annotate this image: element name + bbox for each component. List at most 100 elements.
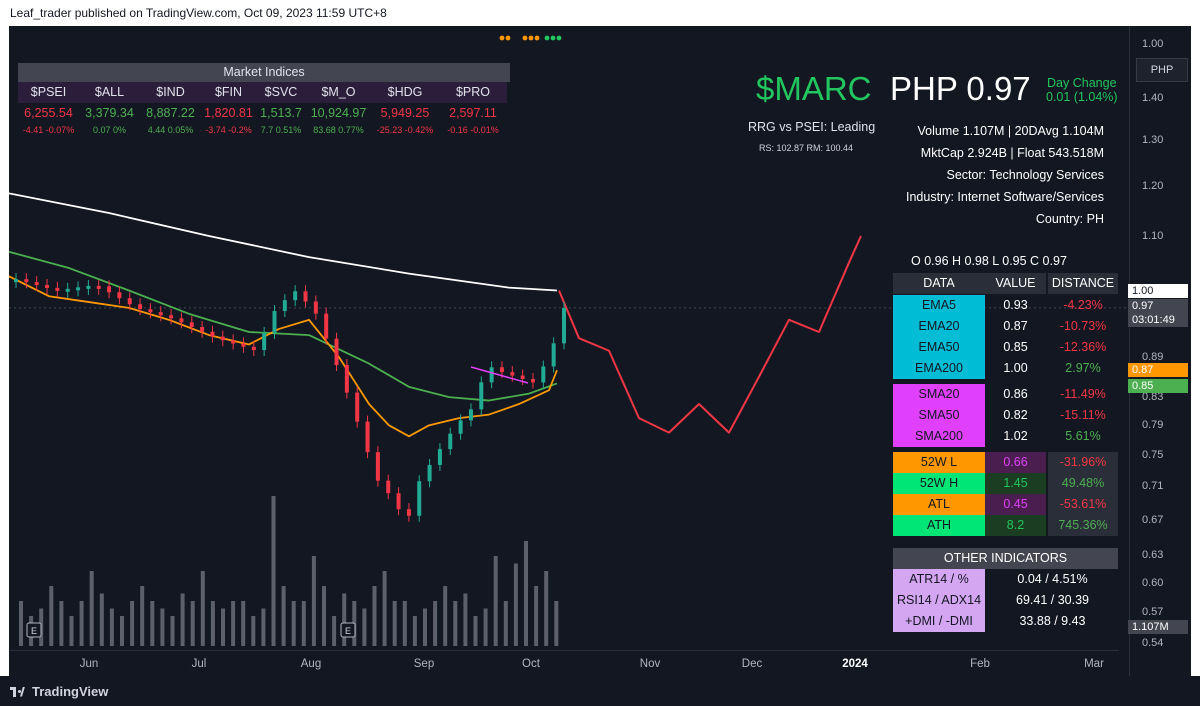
series-line-ema200 — [9, 192, 558, 292]
price-tick-label: 0.83 — [1142, 391, 1164, 404]
candle — [189, 322, 194, 328]
candle — [169, 315, 174, 319]
candle — [520, 375, 525, 379]
row-distance: -4.23% — [1063, 298, 1103, 312]
volume-bar — [311, 556, 316, 646]
volume-bar — [453, 601, 458, 646]
volume-bar — [49, 586, 54, 646]
index-change: -0.16 -0.01% — [447, 125, 499, 135]
candle — [107, 286, 112, 293]
volume-bar — [503, 601, 508, 646]
row-distance: -31.96% — [1048, 452, 1118, 473]
volume-bar — [301, 601, 306, 646]
row-distance: 2.97% — [1065, 361, 1101, 375]
volume-bar — [544, 571, 549, 646]
tradingview-logo[interactable]: TradingView — [10, 684, 108, 699]
time-tick-label: Sep — [413, 658, 435, 670]
earnings-marker-label: E — [345, 626, 351, 636]
row-distance: -11.49% — [1060, 387, 1106, 401]
volume-bar — [170, 616, 175, 646]
row-value: 1.45 — [985, 473, 1046, 494]
candle — [386, 480, 391, 494]
time-tick-label: Dec — [741, 658, 763, 670]
rs-rm-values: RS: 102.87 RM: 100.44 — [759, 143, 854, 153]
series-line-ema20 — [9, 275, 558, 438]
volume-bar — [190, 601, 195, 646]
currency-label[interactable]: PHP — [1136, 58, 1188, 82]
price-tick-label: 0.67 — [1142, 513, 1164, 526]
time-tick-label: Feb — [970, 658, 990, 670]
countdown-timer: 03:01:49 — [1132, 314, 1175, 326]
row-label: SMA50 — [893, 405, 985, 426]
price-axis[interactable]: PHP 1.00 1.40 1.30 1.20 1.10 0.89 0.83 0.79 0.75… — [1129, 26, 1191, 676]
index-change: -25.23 -0.42% — [376, 125, 434, 135]
other-indicators-title: OTHER INDICATORS — [893, 548, 1118, 569]
row-value: 0.66 — [985, 452, 1046, 473]
candle — [14, 279, 18, 283]
candle — [158, 312, 163, 316]
indicator-value: 0.04 / 4.51% — [1017, 572, 1088, 586]
volume-bar — [261, 608, 266, 646]
time-tick-label: Jul — [191, 658, 207, 670]
indicator-value: 33.88 / 9.43 — [1019, 614, 1086, 628]
price-tick-label: 1.20 — [1142, 180, 1164, 193]
candle — [541, 366, 546, 383]
time-tick-label: Mar — [1084, 658, 1104, 670]
indicator-row: ATR14 / % 0.04 / 4.51% — [893, 569, 1118, 590]
volume-bar — [120, 616, 124, 646]
row-value: 0.87 — [1003, 319, 1028, 333]
price-tick-label: 0.60 — [1142, 576, 1164, 589]
table-row: EMA50 0.85 -12.36% — [893, 337, 1118, 358]
index-change: 7.7 0.51% — [260, 125, 302, 135]
row-label: ATL — [893, 494, 985, 515]
candle — [200, 327, 205, 332]
time-axis[interactable]: Jun Jul Aug Sep Oct Nov Dec 2024 Feb Mar — [9, 650, 1119, 676]
volume-bar — [140, 586, 145, 646]
volume-bar — [372, 586, 377, 646]
price-label-badge: 0.97 03:01:49 — [1128, 299, 1188, 327]
table-row: 52W L 0.66 -31.96% — [893, 452, 1118, 473]
candle — [179, 318, 184, 323]
candle — [231, 340, 236, 344]
price-label-badge: 0.85 — [1128, 379, 1188, 393]
index-name: $PSEI — [18, 82, 79, 103]
candle — [427, 464, 432, 482]
table-row: ATH 8.2 745.36% — [893, 515, 1118, 536]
row-distance: 745.36% — [1048, 515, 1118, 536]
signal-dot — [534, 35, 540, 41]
row-value: 0.93 — [1003, 298, 1028, 312]
candle — [210, 331, 215, 337]
candle — [313, 301, 318, 314]
row-value: 1.02 — [1003, 429, 1028, 443]
row-distance: -53.61% — [1048, 494, 1118, 515]
row-value: 0.85 — [1003, 340, 1028, 354]
row-label: 52W L — [893, 452, 985, 473]
volume-bar — [382, 571, 387, 646]
series-line-ema50 — [9, 250, 558, 402]
row-label: EMA200 — [893, 358, 985, 379]
table-row: EMA20 0.87 -10.73% — [893, 316, 1118, 337]
index-name: $SVC — [256, 82, 306, 103]
candle — [458, 420, 463, 434]
ticker-symbol: $MARC — [756, 70, 872, 107]
volume-bar — [362, 608, 367, 646]
index-value: 10,924.97 — [310, 106, 367, 120]
country-line: Country: PH — [1035, 212, 1104, 226]
table-row: SMA200 1.02 5.61% — [893, 426, 1118, 447]
candle — [375, 452, 380, 481]
volume-line: Volume 1.107M | 20DAvg 1.104M — [917, 124, 1104, 138]
volume-bar — [443, 586, 448, 646]
day-change: Day Change 0.01 (1.04%) — [1046, 76, 1118, 104]
candle — [34, 282, 39, 286]
index-value: 6,255.54 — [24, 106, 73, 120]
candle — [324, 313, 329, 339]
row-value: 8.2 — [985, 515, 1046, 536]
price-tick-label: 1.40 — [1142, 92, 1164, 104]
candle — [55, 287, 60, 291]
row-value: 0.86 — [1003, 387, 1028, 401]
candle — [96, 285, 101, 289]
volume-bar — [210, 601, 215, 646]
volume-bar — [251, 616, 256, 646]
